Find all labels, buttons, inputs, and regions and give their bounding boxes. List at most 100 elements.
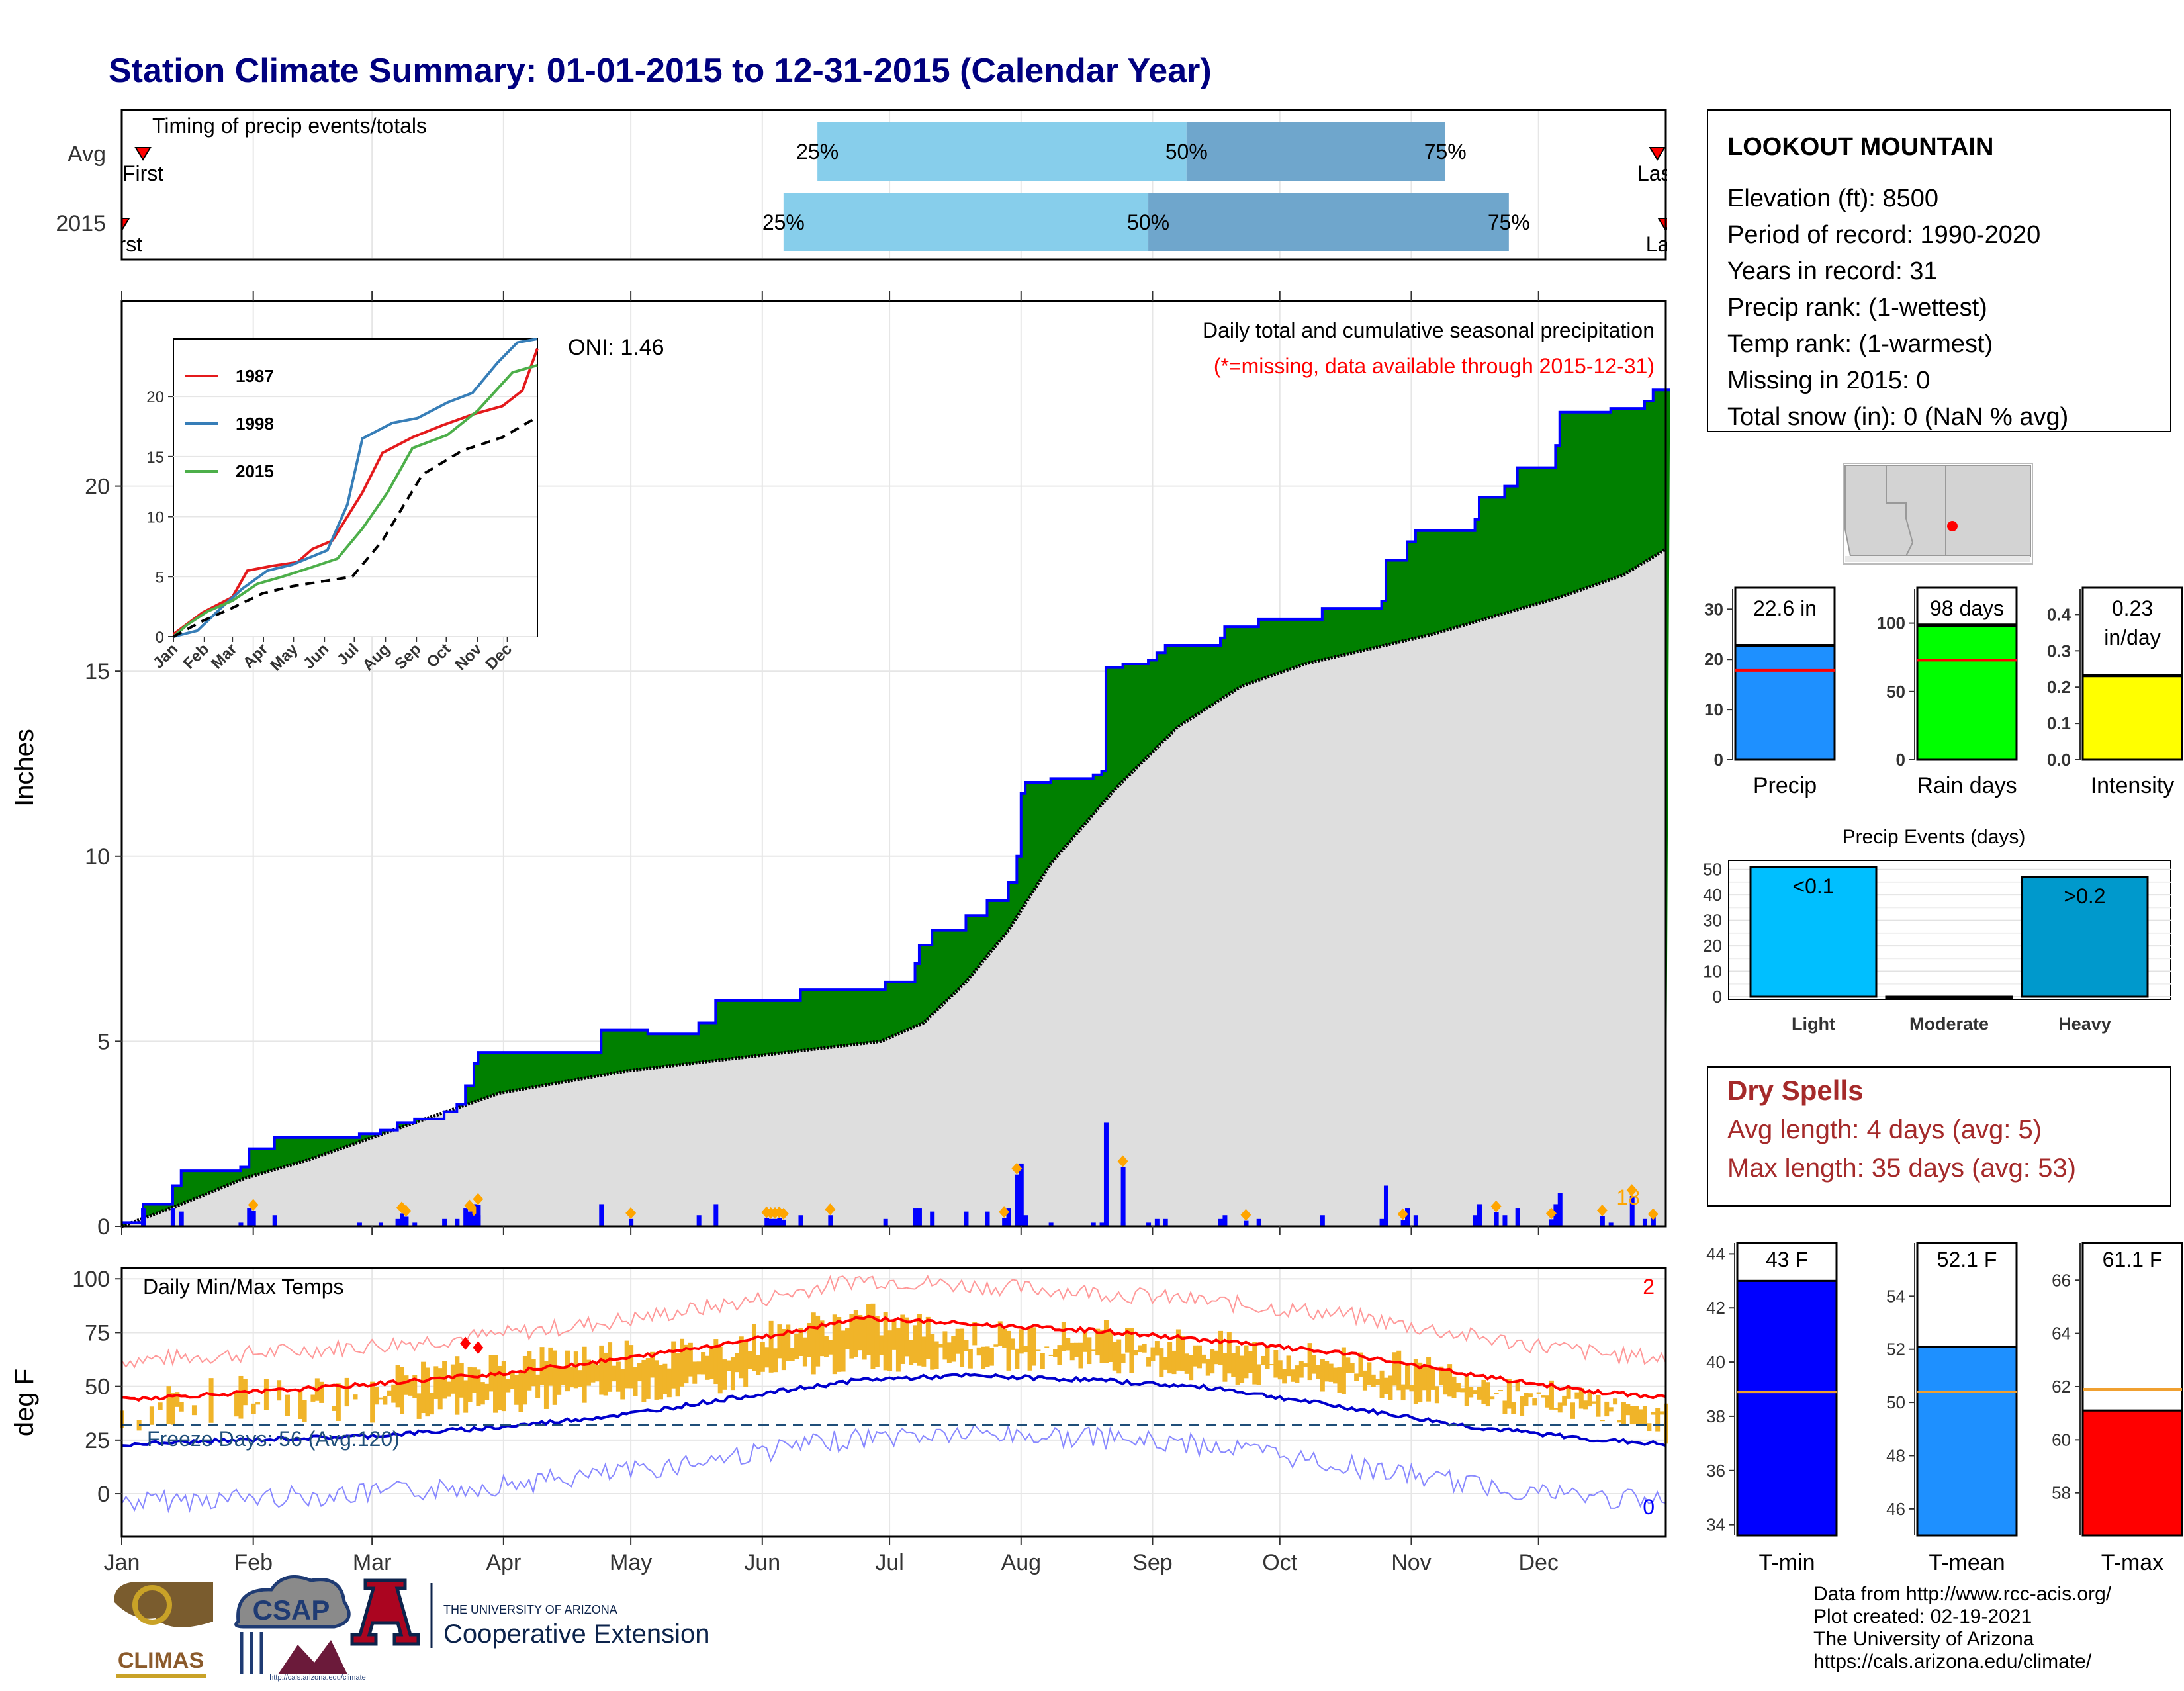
- temp-y-axis-label: deg F: [10, 1369, 39, 1436]
- daily-temp-bar: [594, 1365, 600, 1382]
- daily-temp-bar: [615, 1361, 621, 1392]
- events-y-tick: 10: [1703, 962, 1722, 982]
- daily-temp-bar: [1536, 1392, 1541, 1394]
- daily-temp-bar: [1197, 1345, 1202, 1369]
- daily-temp-bar: [1434, 1386, 1439, 1404]
- daily-temp-bar: [1048, 1354, 1054, 1356]
- heavy-precip-marker: [778, 1207, 789, 1220]
- daily-precip-bar: [1515, 1208, 1520, 1226]
- daily-precip-bar: [141, 1208, 146, 1226]
- heavy-precip-marker: [1240, 1209, 1251, 1221]
- summary-bar-y-tick: 0.4: [2047, 604, 2071, 624]
- daily-temp-bar: [1163, 1357, 1168, 1370]
- daily-temp-bar: [1295, 1365, 1300, 1383]
- daily-temp-bar: [1345, 1357, 1351, 1373]
- daily-temp-bar: [802, 1337, 807, 1367]
- daily-temp-bar: [404, 1375, 409, 1395]
- daily-temp-bar: [1464, 1375, 1469, 1406]
- daily-precip-bar: [696, 1215, 702, 1226]
- station-info-line: Missing in 2015: 0: [1727, 367, 1930, 394]
- daily-temp-bar: [336, 1383, 341, 1421]
- daily-temp-bar: [1235, 1346, 1240, 1385]
- heavy-precip-marker: [1011, 1162, 1023, 1175]
- daily-precip-bar: [1494, 1212, 1499, 1226]
- daily-temp-bar: [277, 1380, 282, 1401]
- daily-temp-bar: [900, 1314, 905, 1364]
- summary-bar-y-tick: 0: [1714, 750, 1723, 770]
- month-tick-label: Aug: [1001, 1550, 1042, 1575]
- daily-temp-bar: [1638, 1409, 1643, 1425]
- daily-temp-bar: [1502, 1400, 1508, 1414]
- daily-temp-bar: [603, 1352, 608, 1396]
- heavy-precip-marker: [999, 1206, 1010, 1218]
- daily-precip-bar: [442, 1218, 447, 1226]
- daily-precip-bar: [1400, 1220, 1406, 1226]
- daily-precip-bar: [238, 1222, 244, 1226]
- daily-temp-bar: [650, 1351, 655, 1378]
- daily-precip-bar: [1320, 1215, 1325, 1226]
- figure-title: Station Climate Summary: 01-01-2015 to 1…: [109, 52, 1212, 90]
- temp-bar-value-box: [1736, 1242, 1838, 1282]
- daily-temp-bar: [946, 1342, 952, 1363]
- month-tick-label: Mar: [353, 1550, 392, 1575]
- daily-temp-bar: [1214, 1350, 1219, 1365]
- daily-temp-bar: [446, 1381, 451, 1397]
- oni-label: ONI: 1.46: [568, 335, 664, 360]
- summary-bar-y-tick: 0.3: [2047, 641, 2071, 661]
- month-tick-label: Oct: [1262, 1550, 1297, 1575]
- record-high-marker: [460, 1336, 471, 1350]
- daily-temp-bar: [620, 1369, 625, 1400]
- daily-temp-bar: [1210, 1349, 1215, 1374]
- daily-temp-bar: [586, 1359, 592, 1386]
- daily-temp-bar: [400, 1367, 405, 1414]
- temp-bar-name: T-min: [1759, 1550, 1815, 1575]
- daily-precip-bar: [1023, 1215, 1028, 1226]
- daily-temp-bar: [1600, 1420, 1605, 1422]
- daily-temp-bar: [429, 1393, 434, 1415]
- daily-temp-bar: [1222, 1353, 1228, 1382]
- summary-bar-y-tick: 0: [1896, 750, 1905, 770]
- station-location-marker: [1947, 521, 1958, 531]
- station-info-line: Years in record: 31: [1727, 257, 1938, 285]
- daily-temp-bar: [858, 1314, 863, 1351]
- daily-temp-bar: [510, 1372, 515, 1389]
- daily-temp-bar: [484, 1383, 490, 1400]
- daily-precip-bar: [599, 1204, 604, 1226]
- daily-temp-bar: [701, 1352, 706, 1375]
- record-high-envelope: [121, 1275, 1666, 1369]
- precip-y-tick-label: 0: [97, 1214, 110, 1240]
- daily-temp-bar: [794, 1333, 799, 1359]
- daily-temp-bar: [815, 1315, 821, 1367]
- daily-precip-bar: [1154, 1218, 1160, 1226]
- daily-temp-bar: [1116, 1339, 1122, 1374]
- daily-temp-bar: [773, 1348, 778, 1373]
- ua-logo-big-text: Cooperative Extension: [443, 1620, 709, 1649]
- daily-temp-bar: [255, 1402, 261, 1405]
- daily-temp-bar: [955, 1328, 960, 1354]
- temp-bar-name: T-max: [2101, 1550, 2163, 1575]
- daily-precip-bar: [1006, 1208, 1011, 1226]
- station-info-line: Temp rank: (1-warmest): [1727, 330, 1993, 358]
- daily-temp-bar: [1443, 1370, 1448, 1395]
- daily-temp-bar: [263, 1379, 269, 1410]
- daily-precip-bar: [1015, 1174, 1020, 1226]
- daily-temp-bar: [798, 1328, 803, 1357]
- station-info-line: Total snow (in): 0 (NaN % avg): [1727, 403, 2068, 431]
- events-bar-label: <0.1: [1792, 874, 1834, 898]
- dry-spells-avg-length: Avg length: 4 days (avg: 5): [1727, 1115, 2042, 1144]
- inset-y-tick-label: 0: [156, 629, 164, 647]
- csap-logo-text: CSAP: [253, 1594, 330, 1625]
- heavy-precip-marker: [1397, 1208, 1408, 1220]
- timing-row-avg-label: Avg: [68, 142, 106, 167]
- daily-temp-bar: [497, 1365, 502, 1410]
- daily-temp-bar: [514, 1375, 520, 1405]
- dry-spells-frame: [1707, 1066, 2171, 1207]
- daily-temp-bar: [747, 1351, 752, 1369]
- summary-bar-y-tick: 0.2: [2047, 677, 2071, 697]
- month-tick-label: Apr: [486, 1550, 521, 1575]
- daily-precip-bar: [476, 1205, 481, 1226]
- daily-temp-bar: [1396, 1350, 1402, 1391]
- daily-temp-bar: [1651, 1412, 1656, 1415]
- daily-temp-bar: [395, 1365, 400, 1408]
- daily-temp-bar: [493, 1355, 498, 1413]
